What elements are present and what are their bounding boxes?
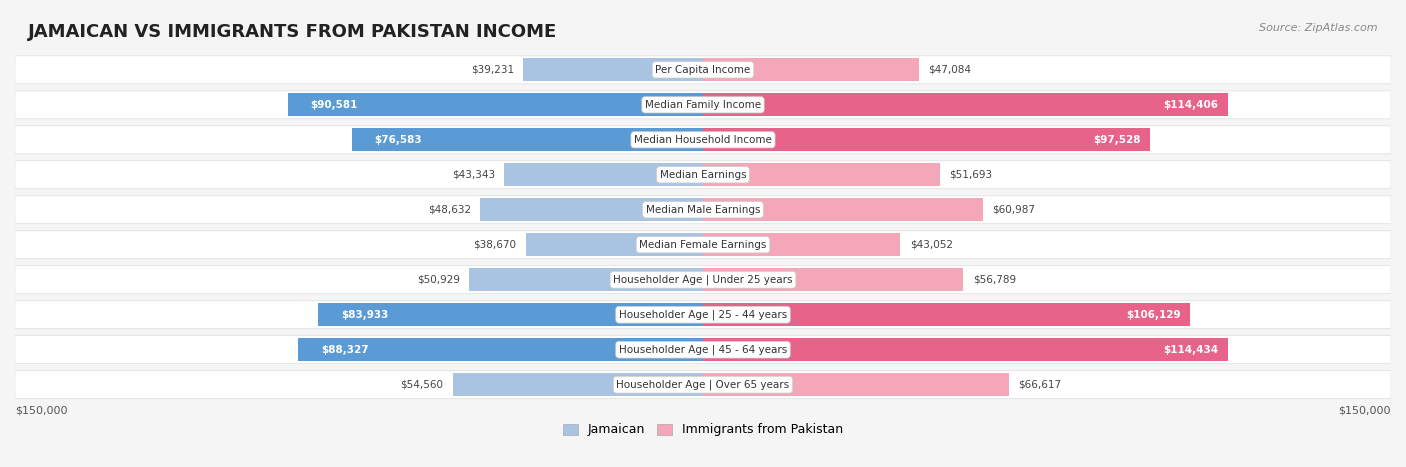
FancyBboxPatch shape — [318, 303, 703, 326]
FancyBboxPatch shape — [703, 373, 1008, 396]
FancyBboxPatch shape — [703, 93, 1227, 116]
Text: $88,327: $88,327 — [321, 345, 368, 355]
FancyBboxPatch shape — [15, 301, 1391, 329]
FancyBboxPatch shape — [703, 58, 920, 81]
Text: $150,000: $150,000 — [1339, 406, 1391, 416]
Text: $76,583: $76,583 — [374, 135, 422, 145]
FancyBboxPatch shape — [288, 93, 703, 116]
Text: Median Earnings: Median Earnings — [659, 170, 747, 180]
Text: Per Capita Income: Per Capita Income — [655, 65, 751, 75]
Text: Median Family Income: Median Family Income — [645, 100, 761, 110]
Text: Median Female Earnings: Median Female Earnings — [640, 240, 766, 250]
Text: $38,670: $38,670 — [474, 240, 516, 250]
Text: Median Household Income: Median Household Income — [634, 135, 772, 145]
FancyBboxPatch shape — [15, 336, 1391, 364]
FancyBboxPatch shape — [703, 163, 941, 186]
Text: $50,929: $50,929 — [418, 275, 460, 285]
Text: $66,617: $66,617 — [1018, 380, 1062, 389]
Text: $56,789: $56,789 — [973, 275, 1015, 285]
Text: $48,632: $48,632 — [427, 205, 471, 215]
Text: JAMAICAN VS IMMIGRANTS FROM PAKISTAN INCOME: JAMAICAN VS IMMIGRANTS FROM PAKISTAN INC… — [28, 23, 557, 42]
Text: $47,084: $47,084 — [928, 65, 972, 75]
Text: $150,000: $150,000 — [15, 406, 67, 416]
FancyBboxPatch shape — [15, 91, 1391, 119]
Text: $43,052: $43,052 — [910, 240, 953, 250]
FancyBboxPatch shape — [703, 128, 1150, 151]
Text: $43,343: $43,343 — [451, 170, 495, 180]
Text: Source: ZipAtlas.com: Source: ZipAtlas.com — [1260, 23, 1378, 33]
Text: Householder Age | Under 25 years: Householder Age | Under 25 years — [613, 275, 793, 285]
FancyBboxPatch shape — [470, 268, 703, 291]
FancyBboxPatch shape — [703, 338, 1227, 361]
FancyBboxPatch shape — [298, 338, 703, 361]
Legend: Jamaican, Immigrants from Pakistan: Jamaican, Immigrants from Pakistan — [558, 418, 848, 441]
FancyBboxPatch shape — [505, 163, 703, 186]
Text: $90,581: $90,581 — [311, 100, 359, 110]
Text: $114,434: $114,434 — [1164, 345, 1219, 355]
FancyBboxPatch shape — [15, 231, 1391, 259]
Text: Median Male Earnings: Median Male Earnings — [645, 205, 761, 215]
FancyBboxPatch shape — [479, 198, 703, 221]
Text: $39,231: $39,231 — [471, 65, 513, 75]
FancyBboxPatch shape — [703, 268, 963, 291]
Text: Householder Age | 45 - 64 years: Householder Age | 45 - 64 years — [619, 345, 787, 355]
FancyBboxPatch shape — [703, 198, 983, 221]
FancyBboxPatch shape — [453, 373, 703, 396]
FancyBboxPatch shape — [523, 58, 703, 81]
FancyBboxPatch shape — [526, 233, 703, 256]
FancyBboxPatch shape — [703, 233, 900, 256]
FancyBboxPatch shape — [15, 371, 1391, 399]
Text: $54,560: $54,560 — [401, 380, 443, 389]
FancyBboxPatch shape — [15, 126, 1391, 154]
Text: Householder Age | Over 65 years: Householder Age | Over 65 years — [616, 379, 790, 390]
Text: $83,933: $83,933 — [342, 310, 388, 320]
FancyBboxPatch shape — [703, 303, 1189, 326]
FancyBboxPatch shape — [15, 196, 1391, 224]
Text: $60,987: $60,987 — [991, 205, 1035, 215]
Text: $106,129: $106,129 — [1126, 310, 1181, 320]
FancyBboxPatch shape — [15, 56, 1391, 84]
Text: Householder Age | 25 - 44 years: Householder Age | 25 - 44 years — [619, 310, 787, 320]
FancyBboxPatch shape — [15, 266, 1391, 294]
Text: $51,693: $51,693 — [949, 170, 993, 180]
FancyBboxPatch shape — [352, 128, 703, 151]
Text: $114,406: $114,406 — [1164, 100, 1219, 110]
Text: $97,528: $97,528 — [1094, 135, 1142, 145]
FancyBboxPatch shape — [15, 161, 1391, 189]
